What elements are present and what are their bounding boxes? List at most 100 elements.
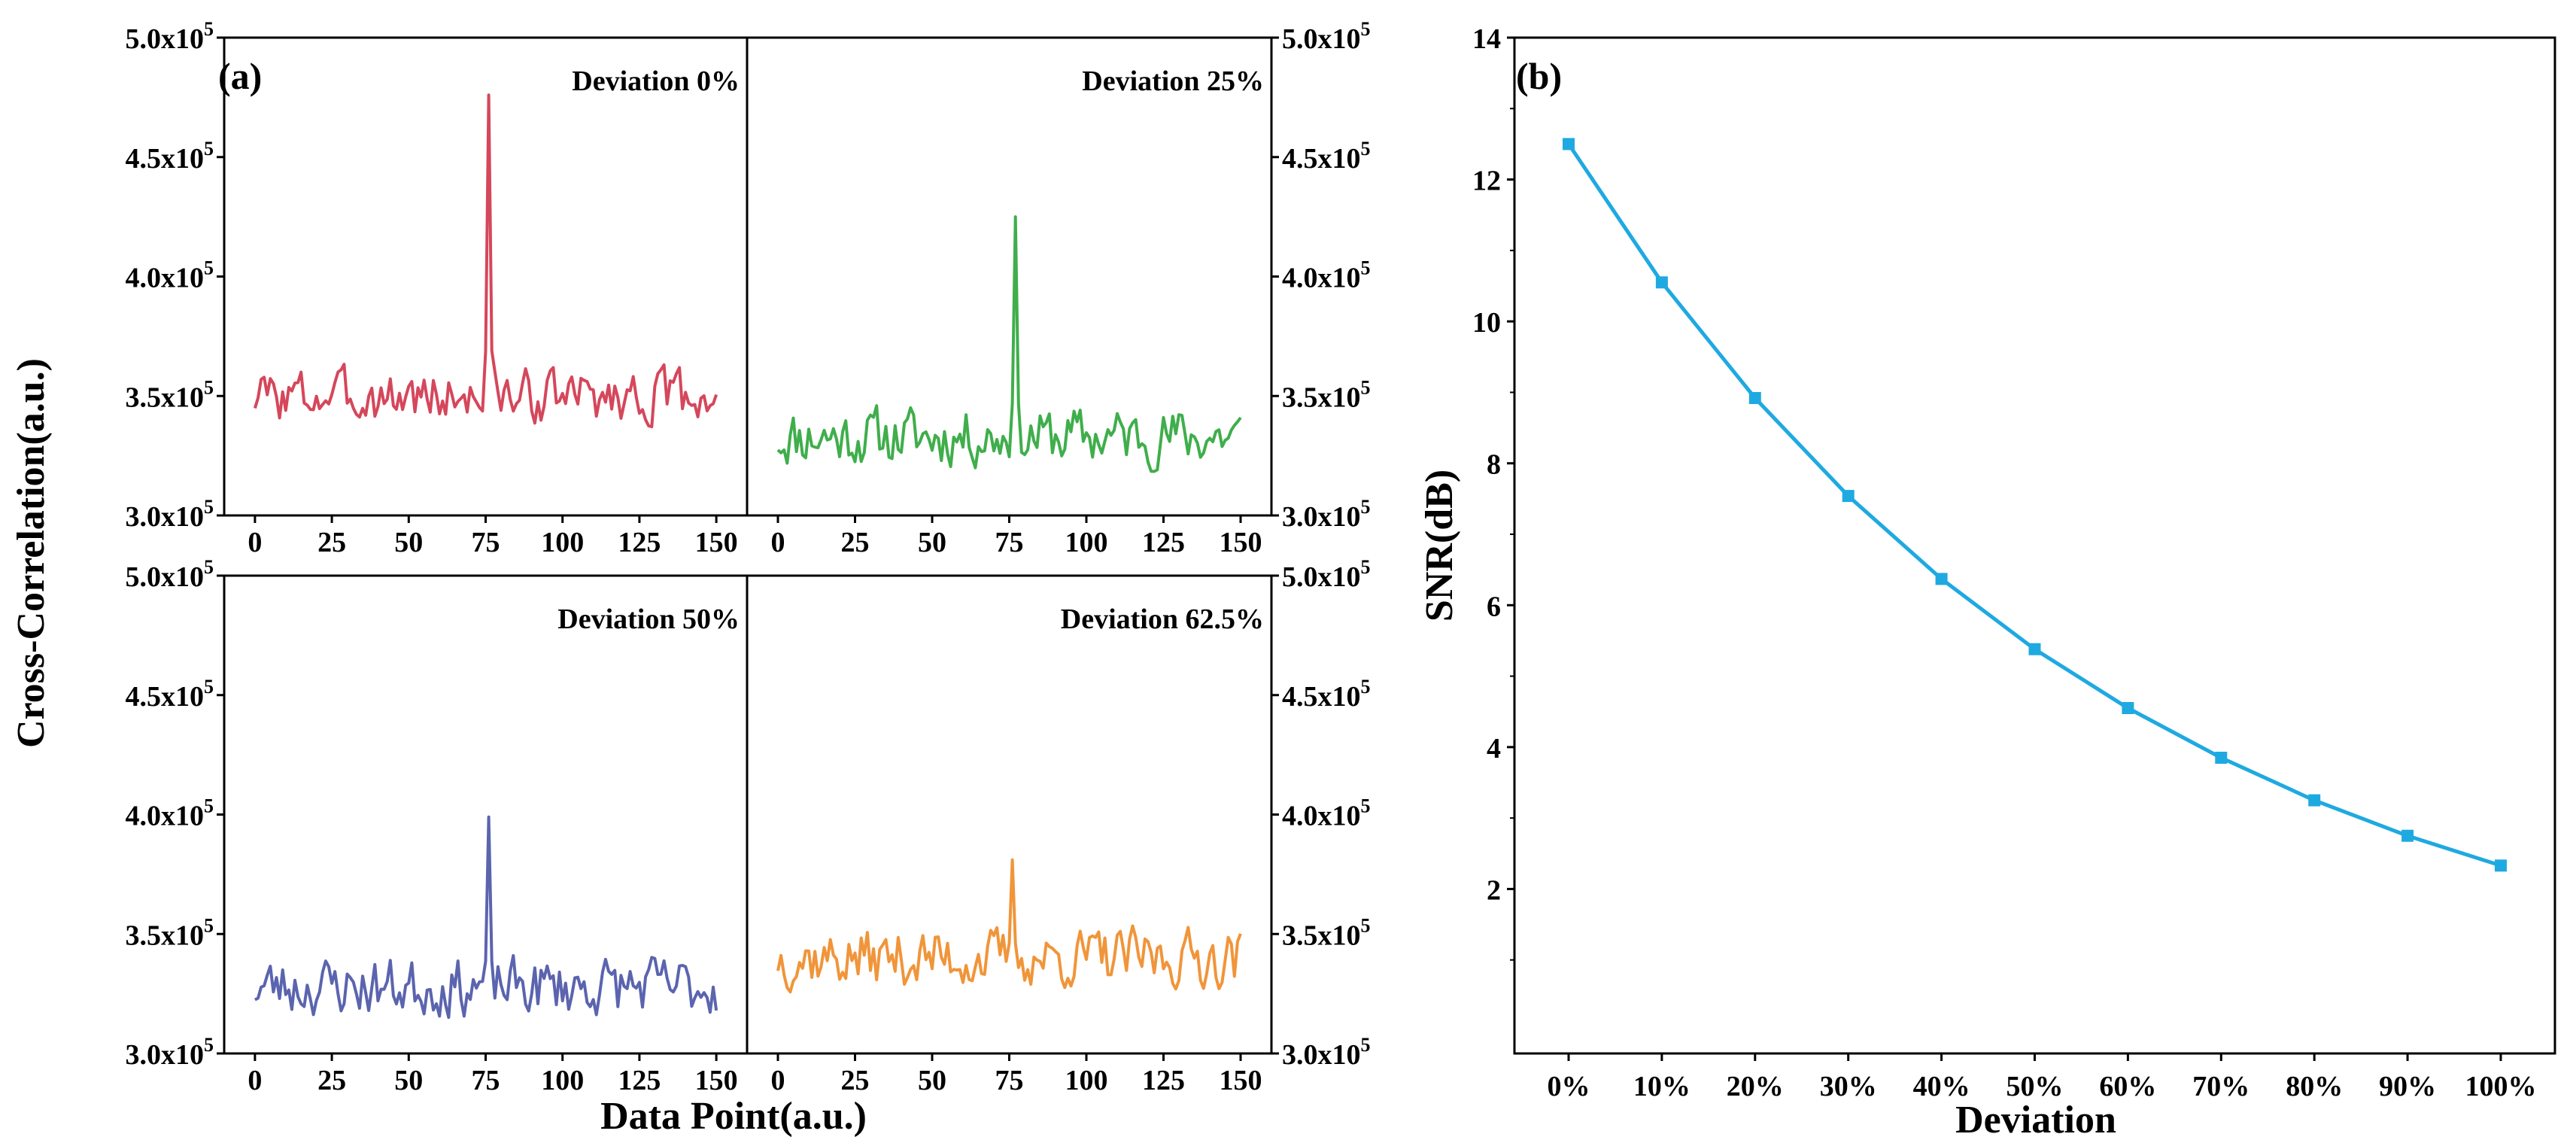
subplot-1-y-tick-label-mantissa: 3.0x10	[126, 501, 205, 533]
subplot-3-y-tick-label: 4.0x105	[126, 795, 214, 832]
subplot-4-x-tick-label: 75	[995, 1065, 1024, 1096]
subplot-4-y-tick-label-mantissa: 3.0x10	[1282, 1039, 1361, 1071]
panel-b-y-tick-label: 10	[1472, 307, 1501, 339]
panel-a: Cross-Correlation(a.u.) Data Point(a.u.)…	[10, 18, 1371, 1138]
subplot-1-y-tick-label-mantissa: 5.0x10	[126, 23, 205, 55]
subplot-1-y-tick-label: 3.0x105	[126, 496, 214, 533]
subplot-2-x-tick-label: 100	[1065, 527, 1108, 558]
subplot-4-x-tick-label: 125	[1142, 1065, 1185, 1096]
subplot-1-y-tick-label-exponent: 5	[204, 18, 214, 40]
subplot-3-y-tick-label-exponent: 5	[204, 795, 214, 817]
subplot-2-y-tick-label: 4.5x105	[1282, 138, 1371, 175]
subplot-1-y-tick-label-mantissa: 3.5x10	[126, 382, 205, 413]
snr-point	[2401, 829, 2414, 842]
subplot-1-y-tick-label: 4.5x105	[126, 138, 214, 175]
subplot-2-y-tick-label: 3.5x105	[1282, 376, 1371, 413]
subplot-4-y-tick-label: 3.5x105	[1282, 914, 1371, 951]
snr-point	[2215, 752, 2228, 764]
panel-b-x-tick-label: 80%	[2286, 1071, 2343, 1102]
panel-b-x-tick-label: 40%	[1913, 1071, 1970, 1102]
subplot-1-x-tick-label: 0	[248, 527, 262, 558]
subplot-4-y-tick-label-exponent: 5	[1361, 1034, 1371, 1056]
subplot-4-y-tick-label-mantissa: 5.0x10	[1282, 561, 1361, 593]
subplot-2-series-line	[776, 215, 1242, 473]
snr-point	[2028, 643, 2041, 655]
subplot-3-x-tick-label: 25	[317, 1065, 346, 1096]
subplot-1-x-tick-label: 150	[695, 527, 738, 558]
panel-b-x-tick-label: 60%	[2099, 1071, 2156, 1102]
subplot-2-x-tick-label: 150	[1220, 527, 1262, 558]
subplot-2-y-tick-label-mantissa: 4.5x10	[1282, 143, 1361, 175]
panel-b-y-tick-label: 8	[1487, 449, 1501, 481]
panel-b-x-tick-label: 100%	[2465, 1071, 2537, 1102]
snr-point	[2308, 794, 2321, 807]
panel-b-x-tick-label: 30%	[1820, 1071, 1877, 1102]
subplot-2-y-tick-label-mantissa: 3.0x10	[1282, 501, 1361, 533]
subplot-4-x-tick-label: 150	[1220, 1065, 1262, 1096]
subplot-4-x-tick-label: 0	[771, 1065, 785, 1096]
subplot-4-y-tick-label-mantissa: 3.5x10	[1282, 920, 1361, 951]
subplot-4: 0 25 50 75 100 125 1503.0x1053.5x1054.0x1054.5…	[746, 556, 1371, 1096]
subplot-2-y-tick-label-exponent: 5	[1361, 376, 1371, 398]
subplot-3-y-tick-label-mantissa: 4.5x10	[126, 681, 205, 713]
subplot-4-x-tick-label: 25	[841, 1065, 870, 1096]
subplot-3-x-tick-label: 50	[394, 1065, 423, 1096]
subplot-2-y-tick-label-mantissa: 3.5x10	[1282, 382, 1361, 413]
panel-b-plot-frame	[1513, 36, 2556, 1055]
subplot-1: 0 25 50 75 100 125 1503.0x1053.5x1054.0x1054.5…	[126, 18, 749, 558]
snr-point	[2495, 859, 2507, 872]
subplot-3-y-tick-label: 3.5x105	[126, 914, 214, 951]
subplot-3-series-line	[254, 815, 718, 1020]
subplot-4-y-tick-label-mantissa: 4.0x10	[1282, 801, 1361, 832]
subplot-1-y-tick-label-exponent: 5	[204, 376, 214, 398]
subplot-4-deviation-label: Deviation 62.5%	[1061, 603, 1264, 635]
subplot-3-y-tick-label-exponent: 5	[204, 676, 214, 698]
subplot-1-y-tick-label-exponent: 5	[204, 138, 214, 160]
subplot-1-x-tick-label: 125	[618, 527, 661, 558]
subplot-3-y-tick-label: 3.0x105	[126, 1034, 214, 1071]
panel-a-x-axis-title: Data Point(a.u.)	[600, 1095, 867, 1138]
subplot-2-y-tick-label-mantissa: 4.0x10	[1282, 263, 1361, 294]
snr-point	[1563, 138, 1575, 150]
subplot-3-y-tick-label-exponent: 5	[204, 1034, 214, 1056]
snr-point	[1842, 490, 1855, 503]
subplot-2-y-tick-label-mantissa: 5.0x10	[1282, 23, 1361, 55]
subplot-2-y-tick-label: 4.0x105	[1282, 257, 1371, 294]
panel-b-y-tick-label: 4	[1487, 733, 1501, 765]
snr-point	[2122, 702, 2134, 714]
subplot-3-deviation-label: Deviation 50%	[557, 603, 740, 635]
panel-b-x-ticks: 0% 10% 20% 30% 40% 50% 60% 70% 80% 90% 100%	[1548, 1053, 2537, 1102]
subplot-1-y-tick-label-exponent: 5	[204, 496, 214, 518]
subplot-2-y-tick-label: 3.0x105	[1282, 496, 1371, 533]
panel-b-x-tick-label: 50%	[2006, 1071, 2064, 1102]
subplot-4-y-tick-label-exponent: 5	[1361, 676, 1371, 698]
subplot-4-y-tick-label-exponent: 5	[1361, 795, 1371, 817]
panel-b-x-tick-label: 70%	[2192, 1071, 2249, 1102]
subplot-2-y-tick-label-exponent: 5	[1361, 257, 1371, 279]
subplot-3-y-tick-label: 4.5x105	[126, 676, 214, 713]
panel-b-x-tick-label: 0%	[1548, 1071, 1590, 1102]
panel-b-x-tick-label: 90%	[2379, 1071, 2436, 1102]
subplot-1-y-tick-label: 4.0x105	[126, 257, 214, 294]
subplot-3-x-tick-label: 75	[472, 1065, 500, 1096]
subplot-1-deviation-label: Deviation 0%	[572, 65, 740, 97]
subplot-3-x-tick-label: 0	[248, 1065, 262, 1096]
subplot-3-y-tick-label-mantissa: 3.5x10	[126, 920, 205, 951]
subplot-2-y-tick-label: 5.0x105	[1282, 18, 1371, 55]
subplot-3-x-tick-label: 125	[618, 1065, 661, 1096]
panel-b-y-axis-title: SNR(dB)	[1418, 470, 1461, 622]
panel-a-label: (a)	[218, 55, 262, 97]
panel-b-y-tick-label: 2	[1487, 874, 1501, 906]
subplot-4-y-tick-label: 5.0x105	[1282, 556, 1371, 593]
panel-b-x-tick-label: 10%	[1633, 1071, 1690, 1102]
panel-b-x-tick-label: 20%	[1727, 1071, 1784, 1102]
subplot-2-x-tick-label: 50	[918, 527, 946, 558]
snr-line	[1566, 143, 2502, 868]
snr-point	[1655, 276, 1668, 289]
subplot-2-x-tick-label: 0	[771, 527, 785, 558]
subplot-3: 0 25 50 75 100 125 1503.0x1053.5x1054.0x1054.5…	[126, 556, 749, 1096]
subplot-2: 0 25 50 75 100 125 1503.0x1053.5x1054.0x1054.5…	[746, 18, 1371, 558]
subplot-4-x-tick-label: 50	[918, 1065, 946, 1096]
subplot-2-y-tick-label-exponent: 5	[1361, 138, 1371, 160]
panel-a-y-axis-title: Cross-Correlation(a.u.)	[10, 358, 53, 748]
